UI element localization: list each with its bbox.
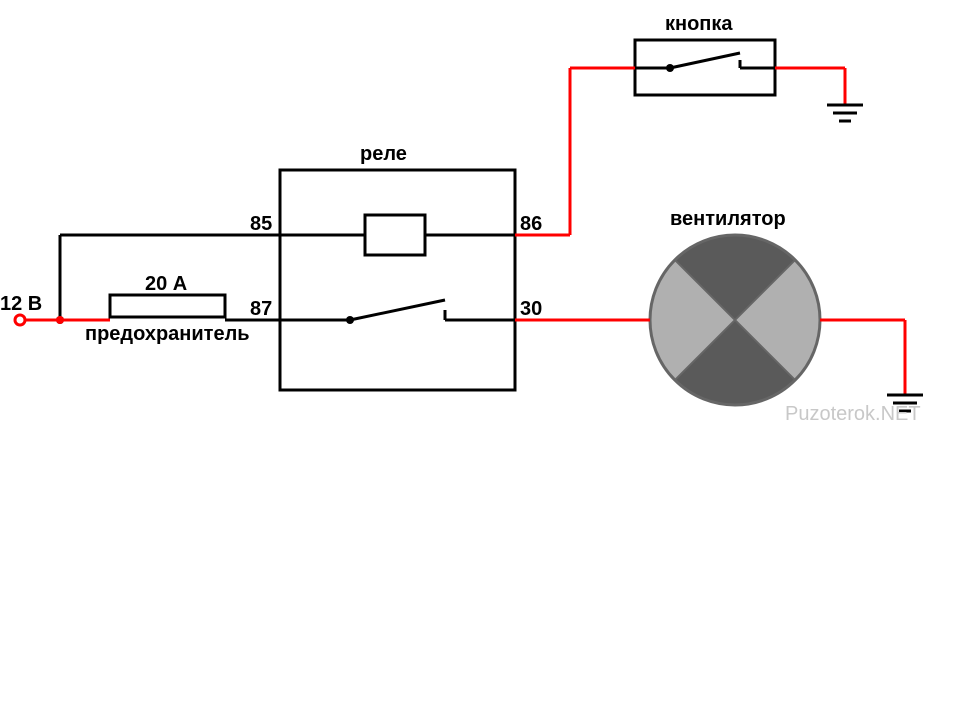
ground-symbol-button: [827, 105, 863, 121]
relay-box: [280, 170, 515, 390]
source-terminal: [15, 315, 25, 325]
pin-87-label: 87: [250, 298, 272, 320]
watermark-text: Puzoterok.NET: [785, 403, 921, 425]
pin-30-label: 30: [520, 298, 542, 320]
circuit-diagram: 12 В 20 А предохранитель реле кнопка вен…: [0, 0, 960, 720]
fan-label: вентилятор: [670, 208, 786, 230]
voltage-label: 12 В: [0, 293, 42, 315]
fuse-rating-label: 20 А: [145, 273, 187, 295]
relay-coil: [365, 215, 425, 255]
pin-85-label: 85: [250, 213, 272, 235]
fuse-box: [110, 295, 225, 317]
button-label: кнопка: [665, 13, 733, 35]
fuse-label: предохранитель: [85, 323, 250, 345]
relay-label: реле: [360, 143, 407, 165]
pin-86-label: 86: [520, 213, 542, 235]
